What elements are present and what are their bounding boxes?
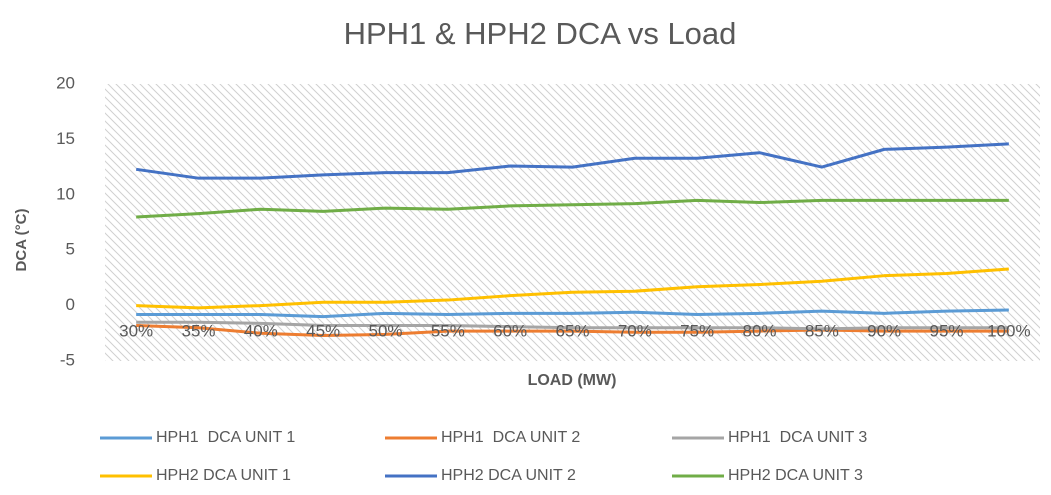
y-tick-label: 0 (66, 295, 75, 314)
legend-label: HPH2 DCA UNIT 3 (728, 467, 863, 484)
series-line (136, 320, 1009, 331)
x-tick-label: 65% (555, 321, 589, 340)
series-line (135, 142, 1009, 180)
x-tick-label: 45% (306, 321, 340, 340)
x-tick-label: 100% (987, 321, 1030, 340)
x-axis-label: LOAD (MW) (528, 372, 617, 389)
y-tick-label: 20 (56, 73, 75, 92)
x-tick-label: 80% (742, 321, 776, 340)
x-tick-label: 40% (244, 321, 278, 340)
series-line (136, 324, 1009, 338)
y-tick-label: 10 (56, 184, 75, 203)
series-line (136, 267, 1009, 310)
legend-label: HPH1 DCA UNIT 1 (156, 429, 295, 446)
x-tick-label: 95% (929, 321, 963, 340)
y-tick-label: 5 (66, 240, 75, 259)
legend-label: HPH2 DCA UNIT 1 (156, 467, 291, 484)
x-tick-label: 85% (805, 321, 839, 340)
plot-area (105, 84, 1040, 361)
y-tick-label: 15 (56, 129, 75, 148)
legend-label: HPH1 DCA UNIT 3 (728, 429, 867, 446)
legend-label: HPH1 DCA UNIT 2 (441, 429, 580, 446)
series-line (136, 198, 1009, 219)
x-tick-label: 90% (867, 321, 901, 340)
series-line (136, 308, 1009, 319)
y-tick-label: -5 (60, 350, 75, 369)
y-axis-label: DCA (°C) (13, 209, 30, 272)
legend-label: HPH2 DCA UNIT 2 (441, 467, 576, 484)
x-tick-label: 75% (680, 321, 714, 340)
chart-title: HPH1 & HPH2 DCA vs Load (344, 16, 737, 51)
x-tick-label: 60% (493, 321, 527, 340)
x-tick-label: 30% (119, 321, 153, 340)
x-tick-label: 55% (431, 321, 465, 340)
x-tick-label: 50% (368, 321, 402, 340)
x-tick-label: 35% (181, 321, 215, 340)
x-tick-label: 70% (618, 321, 652, 340)
